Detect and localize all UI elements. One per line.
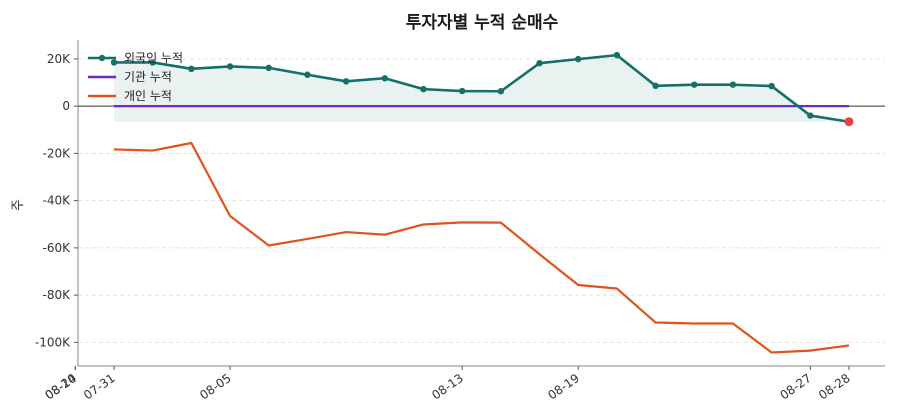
data-point bbox=[342, 78, 350, 85]
data-point bbox=[265, 64, 272, 72]
legend-marker bbox=[98, 54, 106, 62]
data-point bbox=[458, 87, 466, 95]
data-point bbox=[536, 59, 543, 67]
data-point bbox=[149, 59, 156, 66]
data-point bbox=[226, 63, 234, 70]
series-area-fill bbox=[114, 55, 849, 122]
data-point bbox=[188, 65, 195, 73]
x-tick-label: 08-19 bbox=[545, 371, 582, 402]
x-tick-label: 08-24 bbox=[42, 371, 79, 402]
data-point bbox=[304, 71, 311, 78]
data-point bbox=[729, 81, 737, 88]
y-axis-label: 주 bbox=[11, 199, 26, 211]
x-tick-label: 07-31 bbox=[81, 371, 118, 402]
legend-label: 외국인 누적 bbox=[124, 51, 183, 65]
data-point bbox=[691, 81, 698, 88]
legend-label: 개인 누적 bbox=[124, 89, 172, 103]
y-tick-label: -40K bbox=[43, 194, 72, 208]
grid bbox=[78, 58, 885, 343]
data-point bbox=[575, 55, 582, 63]
y-tick-label: -100K bbox=[35, 335, 71, 349]
legend-label: 기관 누적 bbox=[124, 70, 172, 84]
series bbox=[110, 51, 854, 354]
chart-title: 투자자별 누적 순매수 bbox=[406, 13, 559, 33]
data-point bbox=[807, 112, 814, 119]
y-tick-label: 0 bbox=[62, 99, 70, 113]
x-tick-label: 08-13 bbox=[429, 371, 466, 402]
y-tick-label: -80K bbox=[43, 288, 72, 302]
last-point-marker bbox=[844, 117, 854, 127]
y-tick-label: 20K bbox=[47, 52, 71, 66]
series-line bbox=[113, 141, 850, 354]
x-tick-label: 08-27 bbox=[777, 371, 814, 402]
series-line bbox=[114, 53, 850, 124]
x-tick-label: 08-28 bbox=[816, 371, 853, 402]
data-point bbox=[110, 59, 118, 66]
x-tick-label: 08-05 bbox=[197, 371, 234, 402]
data-point bbox=[652, 82, 659, 90]
y-tick-label: -20K bbox=[43, 146, 72, 160]
data-point bbox=[768, 82, 775, 90]
data-point bbox=[613, 51, 621, 59]
y-tick-label: -60K bbox=[43, 241, 72, 255]
data-point bbox=[420, 85, 427, 93]
data-point bbox=[497, 88, 505, 95]
data-point bbox=[381, 75, 388, 82]
